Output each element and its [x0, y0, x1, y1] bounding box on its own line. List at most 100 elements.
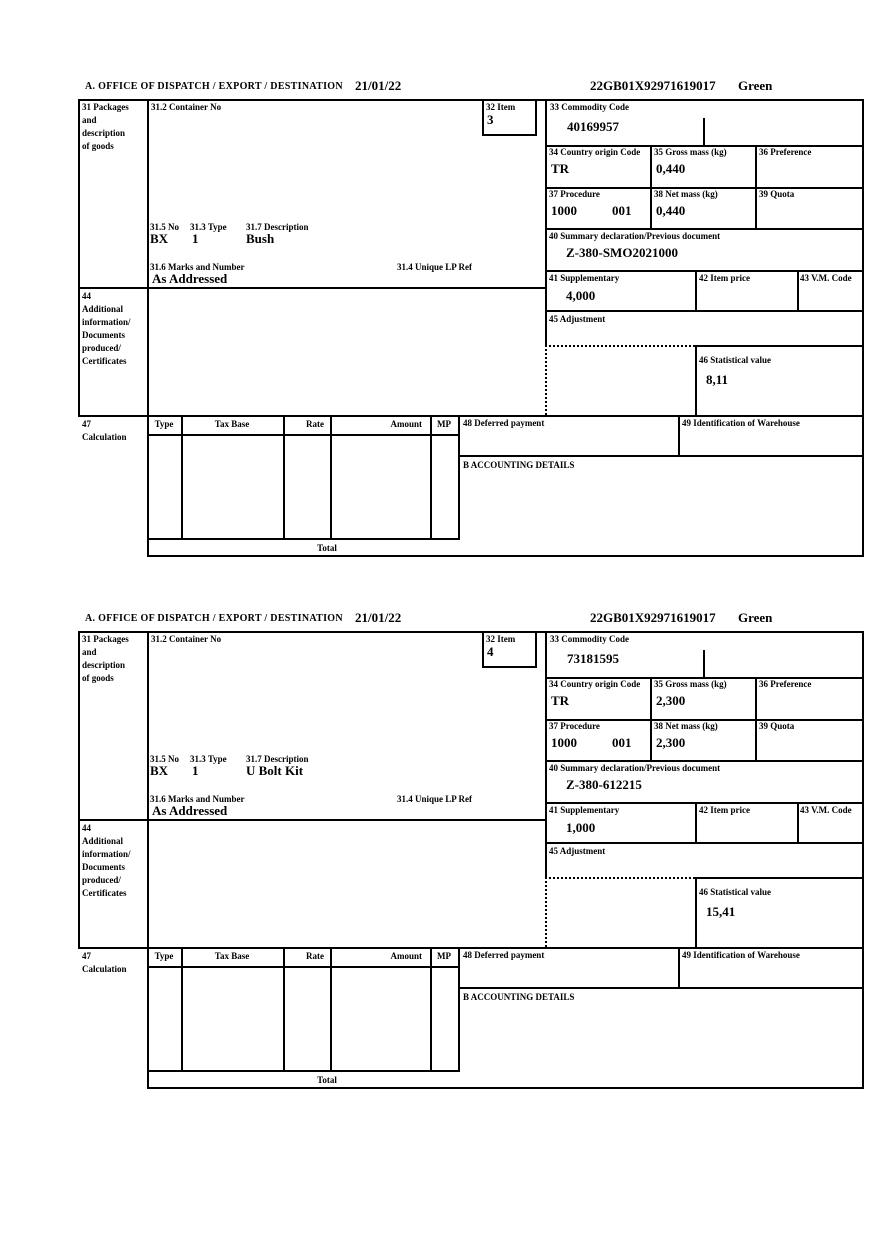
marks-numbers-label: 31.6 Marks and Number — [150, 794, 245, 804]
grid-line — [147, 555, 864, 557]
preference-label: 36 Preference — [759, 679, 812, 689]
statistical-value-label: 46 Statistical value — [699, 887, 771, 897]
grid-line — [650, 677, 652, 762]
commodity-field-tick — [703, 118, 705, 145]
box47-label: Calculation — [82, 964, 127, 974]
grid-line — [545, 802, 864, 804]
column-header-rate: Rate — [306, 951, 324, 961]
summary-declaration-value: Z-380-SMO2021000 — [566, 245, 678, 260]
grid-line — [695, 345, 864, 347]
routing-status: Green — [738, 610, 773, 625]
declaration-date: 21/01/22 — [355, 78, 402, 93]
box44-label: produced/ — [82, 875, 121, 885]
grid-line — [78, 99, 864, 101]
item-label: 32 Item — [486, 102, 516, 112]
box44-label: Documents — [82, 862, 125, 872]
box47-label: Calculation — [82, 432, 127, 442]
commodity-code-value: 40169957 — [567, 119, 619, 134]
grid-line — [458, 415, 460, 540]
net-mass-value: 2,300 — [656, 735, 686, 750]
routing-status: Green — [738, 78, 773, 93]
grid-line — [458, 455, 864, 457]
procedure-label: 37 Procedure — [549, 721, 600, 731]
box44-label: Certificates — [82, 356, 127, 366]
grid-line — [181, 947, 183, 1072]
country-origin-label: 34 Country origin Code — [549, 679, 641, 689]
box31-label: of goods — [82, 673, 114, 683]
dotted-grid-line — [545, 345, 547, 415]
adjustment-label: 45 Adjustment — [549, 846, 606, 856]
deferred-payment-label: 48 Deferred payment — [463, 418, 545, 428]
movement-reference-number: 22GB01X92971619017 — [590, 78, 716, 93]
total-label: Total — [317, 543, 337, 553]
grid-line — [482, 666, 537, 668]
dotted-grid-line — [545, 877, 547, 947]
grid-line — [78, 99, 80, 417]
box44-label: information/ — [82, 849, 131, 859]
column-header-rate: Rate — [306, 419, 324, 429]
item-price-label: 42 Item price — [699, 805, 750, 815]
column-header-mp: MP — [437, 419, 451, 429]
packages-type-label: 31.3 Type — [190, 754, 227, 764]
box44-label: 44 — [82, 291, 91, 301]
grid-line — [545, 310, 864, 312]
packages-no-label: 31.5 No — [150, 222, 179, 232]
grid-line — [535, 99, 537, 136]
quota-label: 39 Quota — [759, 189, 795, 199]
statistical-value-label: 46 Statistical value — [699, 355, 771, 365]
box44-label: information/ — [82, 317, 131, 327]
summary-declaration-label: 40 Summary declaration/Previous document — [549, 763, 721, 773]
net-mass-label: 38 Net mass (kg) — [654, 189, 718, 199]
box44-label: 44 — [82, 823, 91, 833]
grid-line — [147, 966, 460, 968]
dotted-grid-line — [545, 877, 695, 879]
box31-label: 31 Packages — [82, 102, 129, 112]
grid-line — [147, 1087, 864, 1089]
total-label: Total — [317, 1075, 337, 1085]
summary-declaration-label: 40 Summary declaration/Previous document — [549, 231, 721, 241]
gross-mass-label: 35 Gross mass (kg) — [654, 147, 727, 157]
procedure-value-1: 1000 — [551, 203, 577, 218]
box31-label: and — [82, 115, 97, 125]
commodity-code-value: 73181595 — [567, 651, 619, 666]
statistical-value: 15,41 — [706, 904, 736, 919]
column-header-type: Type — [154, 419, 174, 429]
warehouse-id-label: 49 Identification of Warehouse — [682, 418, 800, 428]
grid-line — [283, 415, 285, 540]
grid-line — [147, 538, 460, 540]
column-header-tax-base: Tax Base — [214, 951, 250, 961]
unique-lp-ref-label: 31.4 Unique LP Ref — [397, 794, 473, 804]
column-header-tax-base: Tax Base — [214, 419, 250, 429]
grid-line — [545, 228, 864, 230]
commodity-code-label: 33 Commodity Code — [550, 102, 629, 112]
grid-line — [862, 631, 864, 1089]
grid-line — [695, 877, 697, 947]
grid-line — [695, 345, 697, 415]
deferred-payment-label: 48 Deferred payment — [463, 950, 545, 960]
country-origin-value: TR — [551, 161, 570, 176]
supplementary-label: 41 Supplementary — [549, 805, 620, 815]
statistical-value: 8,11 — [706, 372, 729, 387]
container-no-label: 31.2 Container No — [151, 102, 222, 112]
column-header-amount: Amount — [390, 419, 422, 429]
grid-line — [430, 415, 432, 540]
procedure-value-2: 001 — [612, 735, 632, 750]
box31-label: 31 Packages — [82, 634, 129, 644]
grid-line — [458, 987, 864, 989]
grid-line — [78, 947, 864, 949]
packages-no-label: 31.5 No — [150, 754, 179, 764]
column-header-amount: Amount — [390, 951, 422, 961]
marks-numbers-value: As Addressed — [152, 271, 228, 286]
dotted-grid-line — [545, 345, 695, 347]
grid-line — [78, 631, 80, 949]
box47-label: 47 — [82, 951, 91, 961]
box44-label: Additional — [82, 304, 124, 314]
grid-line — [535, 631, 537, 668]
grid-line — [147, 1070, 460, 1072]
column-header-type: Type — [154, 951, 174, 961]
grid-line — [545, 187, 864, 189]
container-no-label: 31.2 Container No — [151, 634, 222, 644]
office-of-dispatch-label: A. OFFICE OF DISPATCH / EXPORT / DESTINA… — [85, 613, 343, 624]
grid-line — [650, 145, 652, 230]
box47-label: 47 — [82, 419, 91, 429]
